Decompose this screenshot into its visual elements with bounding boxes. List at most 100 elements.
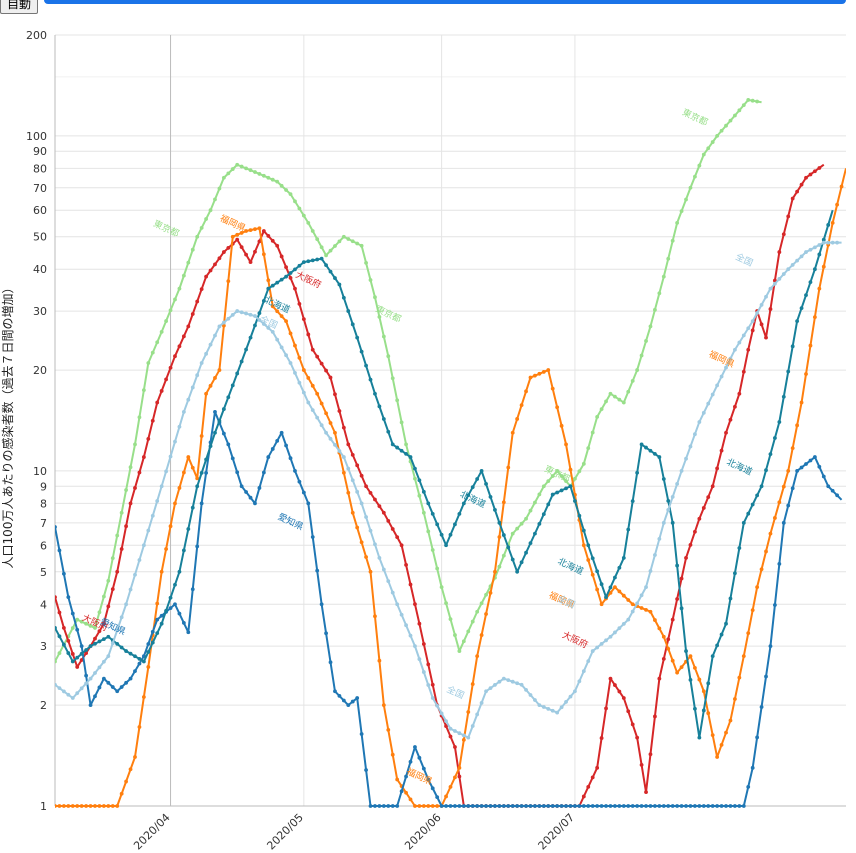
- data-point: [150, 418, 155, 423]
- slider-thumb[interactable]: [828, 0, 840, 2]
- data-point: [333, 392, 337, 397]
- data-point: [186, 397, 191, 402]
- auto-button[interactable]: 自動: [0, 0, 39, 14]
- data-point: [501, 533, 506, 537]
- data-point: [310, 408, 315, 412]
- data-point: [261, 252, 266, 257]
- data-point: [781, 232, 786, 237]
- data-point: [84, 648, 89, 652]
- data-point: [395, 535, 400, 540]
- data-point: [97, 639, 102, 644]
- data-point: [106, 804, 111, 808]
- data-point: [657, 676, 662, 681]
- data-point: [373, 804, 377, 808]
- data-point: [764, 468, 768, 473]
- data-point: [444, 724, 448, 728]
- data-point: [812, 245, 817, 250]
- data-point: [235, 371, 240, 376]
- data-point: [475, 654, 480, 659]
- data-point: [275, 337, 280, 342]
- data-point: [177, 611, 182, 616]
- data-point: [301, 490, 306, 495]
- data-point: [768, 452, 773, 457]
- data-point: [470, 804, 475, 808]
- data-point: [586, 543, 591, 548]
- series-label: 福岡県: [405, 765, 435, 787]
- data-point: [710, 392, 715, 397]
- data-point: [190, 385, 195, 390]
- data-point: [444, 601, 448, 606]
- data-point: [555, 405, 560, 410]
- data-point: [248, 168, 253, 173]
- data-point: [226, 442, 231, 447]
- data-point: [808, 343, 813, 348]
- data-point: [715, 755, 720, 759]
- data-point: [559, 705, 564, 710]
- data-point: [390, 804, 395, 808]
- data-point: [417, 478, 422, 483]
- data-point: [559, 488, 564, 493]
- data-point: [421, 804, 426, 808]
- data-point: [137, 470, 142, 475]
- data-point: [186, 260, 191, 265]
- data-point: [213, 430, 217, 435]
- data-point: [430, 548, 435, 552]
- data-point: [546, 706, 551, 711]
- data-point: [550, 386, 555, 391]
- data-point: [404, 442, 408, 447]
- data-point: [466, 710, 471, 714]
- data-point: [337, 239, 342, 244]
- data-point: [333, 276, 337, 280]
- data-point: [657, 804, 662, 808]
- data-point: [724, 430, 728, 435]
- data-point: [377, 314, 382, 319]
- data-point: [368, 528, 373, 533]
- data-point: [812, 455, 817, 459]
- data-point: [88, 623, 93, 628]
- data-point: [70, 804, 75, 808]
- data-point: [590, 649, 595, 653]
- data-point: [537, 804, 542, 808]
- data-point: [173, 297, 177, 302]
- data-point: [164, 469, 168, 474]
- data-point: [93, 626, 97, 630]
- data-point: [395, 445, 400, 450]
- data-point: [501, 553, 506, 558]
- data-point: [688, 444, 693, 449]
- data-point: [528, 375, 533, 380]
- data-point: [284, 265, 288, 270]
- data-point: [728, 118, 733, 123]
- data-point: [808, 172, 813, 177]
- data-point: [141, 695, 146, 699]
- data-point: [310, 229, 315, 233]
- data-point: [310, 258, 315, 263]
- data-point: [750, 608, 755, 613]
- data-point: [599, 582, 604, 587]
- data-point: [257, 239, 262, 244]
- data-point: [235, 162, 240, 167]
- y-tick-label: 4: [40, 598, 47, 611]
- data-point: [204, 471, 208, 475]
- data-point: [88, 804, 93, 808]
- data-point: [444, 804, 448, 808]
- data-point: [821, 237, 826, 242]
- data-point: [150, 640, 155, 645]
- data-point: [719, 632, 724, 637]
- time-slider[interactable]: [44, 0, 846, 4]
- data-point: [270, 304, 275, 309]
- data-point: [341, 295, 346, 300]
- data-point: [510, 430, 515, 435]
- data-point: [826, 240, 831, 245]
- data-point: [115, 533, 120, 538]
- data-point: [746, 347, 751, 352]
- data-point: [564, 486, 568, 491]
- data-point: [266, 455, 271, 459]
- data-point: [568, 484, 573, 489]
- data-point: [404, 623, 408, 628]
- data-point: [670, 617, 675, 622]
- data-point: [493, 804, 497, 808]
- y-tick-label: 5: [40, 566, 47, 579]
- data-point: [644, 804, 648, 808]
- data-point: [395, 804, 400, 808]
- data-point: [377, 658, 382, 663]
